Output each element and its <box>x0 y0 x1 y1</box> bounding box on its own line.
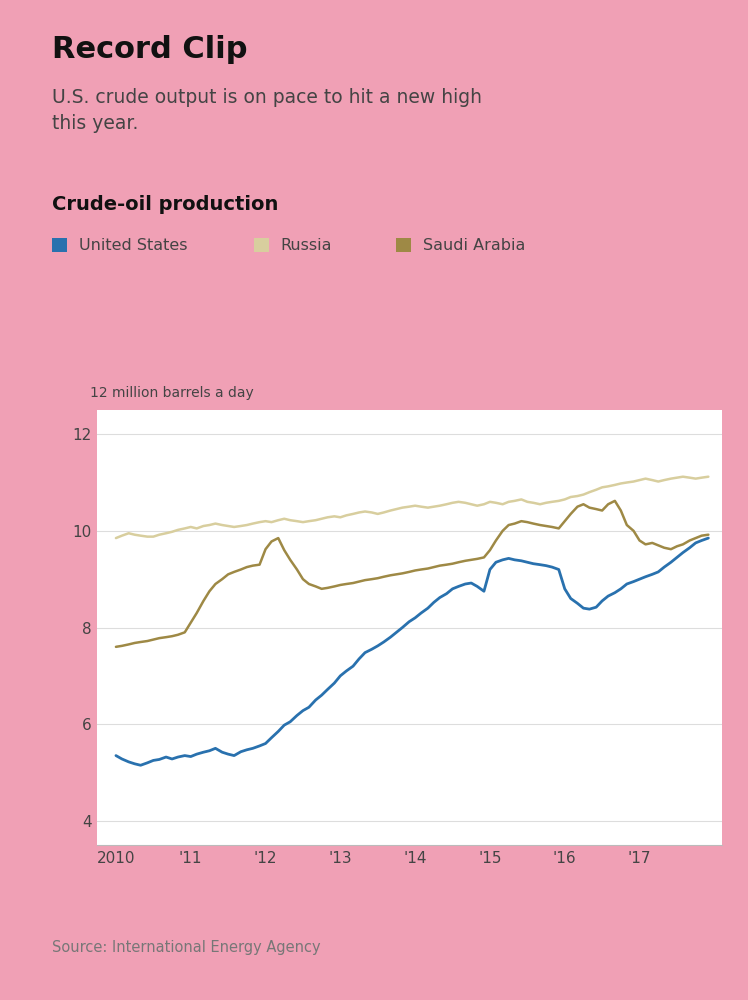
Text: Crude-oil production: Crude-oil production <box>52 195 279 214</box>
Text: U.S. crude output is on pace to hit a new high
this year.: U.S. crude output is on pace to hit a ne… <box>52 88 482 133</box>
Text: United States: United States <box>79 237 187 252</box>
Text: Saudi Arabia: Saudi Arabia <box>423 237 525 252</box>
Text: Russia: Russia <box>280 237 332 252</box>
Text: Record Clip: Record Clip <box>52 35 248 64</box>
Text: 12 million barrels a day: 12 million barrels a day <box>90 386 254 400</box>
Text: Source: International Energy Agency: Source: International Energy Agency <box>52 940 321 955</box>
